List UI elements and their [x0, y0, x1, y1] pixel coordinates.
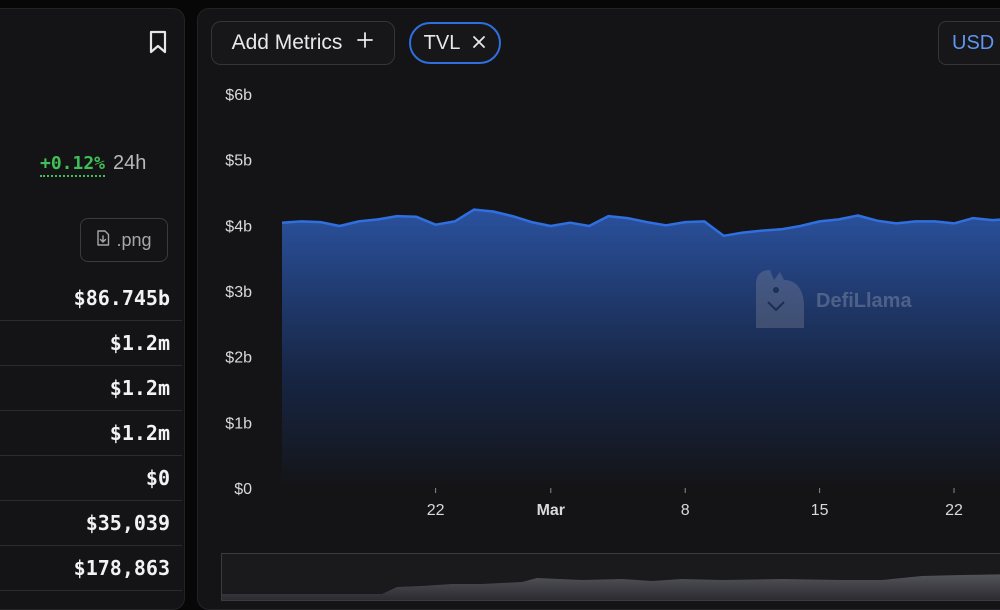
stat-row: $0 — [0, 456, 182, 501]
llama-logo-icon — [752, 268, 806, 335]
stat-value: $86.745b — [73, 286, 170, 310]
watermark-text: DefiLlama — [816, 290, 912, 312]
y-tick-label: $5b — [225, 153, 252, 170]
stat-value: $0 — [145, 466, 170, 490]
y-tick-label: $1b — [225, 415, 252, 432]
stat-row: $1.2m — [0, 411, 182, 456]
add-metrics-label: Add Metrics — [231, 31, 343, 54]
stat-row: $178,863 — [0, 546, 182, 591]
x-tick-label: 22 — [945, 502, 963, 519]
stat-row: $35,039 — [0, 501, 182, 546]
stat-value: $1.2m — [109, 376, 170, 400]
metric-chip-tvl[interactable]: TVL — [409, 22, 501, 64]
y-tick-label: $6b — [225, 87, 252, 104]
y-tick-label: $2b — [225, 350, 252, 367]
stat-list: $86.745b $1.2m $1.2m $1.2m $0 $35,039 $178,863 — [0, 276, 182, 591]
close-icon[interactable] — [472, 32, 486, 55]
tvl-change-value: +0.12% — [40, 154, 106, 177]
stat-value: $35,039 — [85, 511, 170, 535]
currency-label: USD — [952, 31, 995, 54]
protocol-info-panel — [0, 8, 185, 610]
stat-value: $1.2m — [109, 331, 170, 355]
x-tick-label: Mar — [537, 502, 565, 519]
tvl-change-row: +0.12% 24h — [40, 152, 146, 177]
bookmark-icon[interactable] — [147, 30, 169, 54]
y-tick-label: $0 — [234, 481, 252, 498]
stat-row: $86.745b — [0, 276, 182, 321]
plus-icon — [356, 31, 374, 55]
add-metrics-button[interactable]: Add Metrics — [211, 21, 395, 65]
y-tick-label: $3b — [225, 284, 252, 301]
y-tick-label: $4b — [225, 218, 252, 235]
currency-button[interactable]: USD — [938, 21, 1000, 65]
metric-chip-label: TVL — [423, 31, 461, 54]
download-png-button[interactable]: .png — [80, 218, 168, 262]
chart-range-brush[interactable] — [221, 553, 1000, 601]
tvl-change-period: 24h — [113, 152, 147, 174]
x-tick-label: 15 — [811, 502, 829, 519]
download-file-icon — [96, 229, 110, 251]
x-tick-label: 22 — [427, 502, 445, 519]
stat-row: $1.2m — [0, 366, 182, 411]
stat-value: $178,863 — [73, 556, 170, 580]
stat-row: $1.2m — [0, 321, 182, 366]
tvl-area-fill — [282, 209, 1000, 488]
defillama-watermark: DefiLlama — [752, 268, 912, 335]
download-png-label: .png — [116, 229, 152, 250]
x-tick-label: 8 — [681, 502, 690, 519]
stat-value: $1.2m — [109, 421, 170, 445]
tvl-series-line — [281, 208, 1000, 238]
